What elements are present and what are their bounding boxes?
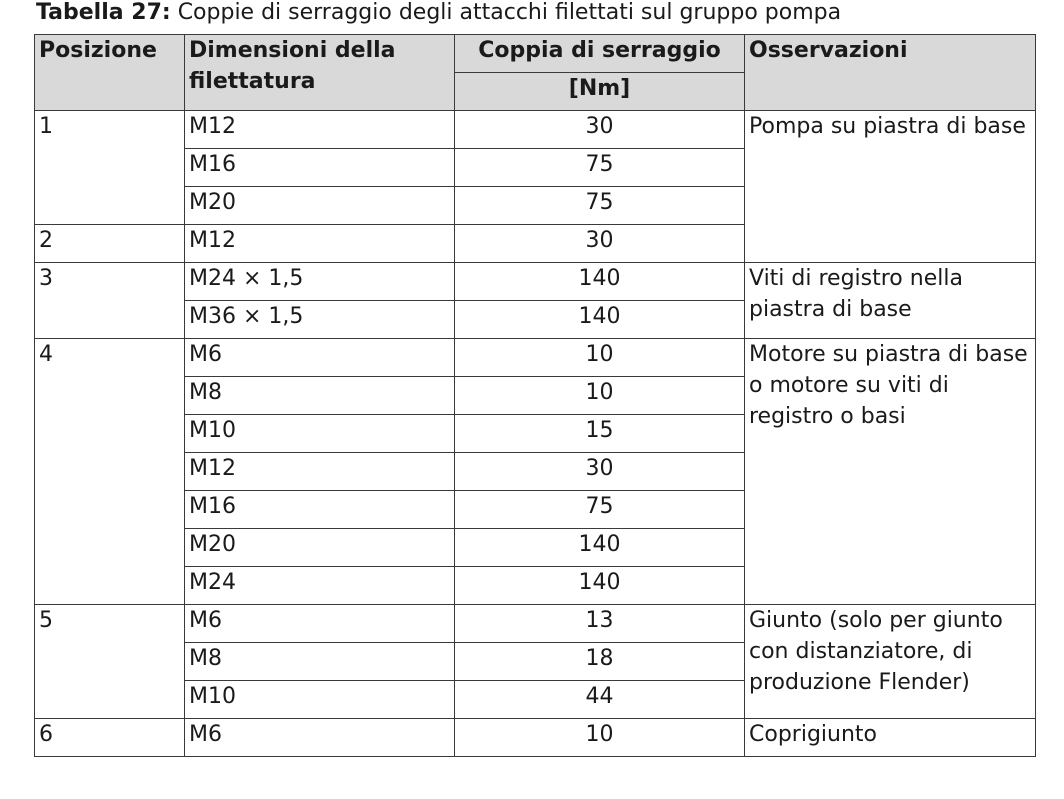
table-row: M16 75 (35, 148, 1036, 187)
cell-thread: M36 × 1,5 (184, 300, 455, 339)
cell-torque: 30 (454, 110, 745, 149)
table-row: M8 18 (35, 642, 1036, 681)
cell-thread: M16 (184, 490, 455, 529)
cell-position: 3 (34, 262, 185, 339)
cell-position: 1 (34, 110, 185, 225)
table-row: M36 × 1,5 140 (35, 300, 1036, 339)
table-row: 2 M12 30 (34, 224, 1036, 263)
cell-thread: M8 (184, 376, 455, 415)
cell-notes: Motore su piastra di base o motore su vi… (744, 338, 1036, 605)
table-caption-text: Coppie di serraggio degli attacchi filet… (177, 0, 842, 25)
header-thread-size: Dimensioni della filettatura (184, 34, 455, 111)
table-row: M24 140 (35, 566, 1036, 605)
table-row: 5 M6 13 Giunto (solo per giunto con dist… (34, 604, 1036, 719)
cell-thread: M20 (184, 528, 455, 567)
header-torque: Coppia di serraggio (454, 34, 745, 73)
cell-thread: M6 (184, 338, 455, 377)
cell-thread: M12 (184, 224, 455, 263)
cell-torque: 10 (454, 718, 745, 757)
cell-torque: 10 (454, 338, 745, 377)
table-row: 3 M24 × 1,5 140 Viti di registro nella p… (34, 262, 1036, 339)
cell-thread: M12 (184, 452, 455, 491)
table-row: 4 M6 10 Motore su piastra di base o moto… (34, 338, 1036, 605)
cell-position: 5 (34, 604, 185, 719)
header-position: Posizione (34, 34, 185, 111)
cell-torque: 75 (454, 490, 745, 529)
cell-torque: 30 (454, 452, 745, 491)
cell-thread: M6 (184, 718, 455, 757)
cell-torque: 140 (454, 566, 745, 605)
cell-notes: Coprigiunto (744, 718, 1036, 757)
cell-thread: M10 (184, 414, 455, 453)
header-notes: Osservazioni (744, 34, 1036, 111)
table-caption: Tabella 27: Coppie di serraggio degli at… (36, 0, 841, 26)
cell-position: 2 (34, 224, 185, 263)
cell-position: 4 (34, 338, 185, 605)
table-row: 6 M6 10 Coprigiunto (34, 718, 1036, 757)
cell-torque: 75 (454, 186, 745, 225)
cell-torque: 10 (454, 376, 745, 415)
table-row: 1 M12 30 Pompa su piastra di base (34, 110, 1036, 263)
cell-thread: M20 (184, 186, 455, 225)
cell-thread: M10 (184, 680, 455, 719)
cell-torque: 18 (454, 642, 745, 681)
cell-notes: Pompa su piastra di base (744, 110, 1036, 263)
cell-thread: M24 (184, 566, 455, 605)
cell-torque: 30 (454, 224, 745, 263)
cell-thread: M6 (184, 604, 455, 643)
cell-torque: 140 (454, 528, 745, 567)
cell-torque: 13 (454, 604, 745, 643)
cell-thread: M24 × 1,5 (184, 262, 455, 301)
cell-torque: 75 (454, 148, 745, 187)
cell-torque: 140 (454, 262, 745, 301)
table-caption-label: Tabella 27: (36, 0, 171, 25)
cell-torque: 15 (454, 414, 745, 453)
cell-position: 6 (34, 718, 185, 757)
cell-torque: 44 (454, 680, 745, 719)
cell-notes: Viti di registro nella piastra di base (744, 262, 1036, 339)
cell-thread: M16 (184, 148, 455, 187)
cell-notes: Giunto (solo per giunto con distanziator… (744, 604, 1036, 719)
cell-torque: 140 (454, 300, 745, 339)
header-torque-unit: [Nm] (454, 72, 745, 111)
table-row: M8 10 (35, 376, 1036, 415)
torque-table: Posizione Dimensioni della filettatura C… (34, 34, 1036, 757)
cell-thread: M12 (184, 110, 455, 149)
cell-thread: M8 (184, 642, 455, 681)
